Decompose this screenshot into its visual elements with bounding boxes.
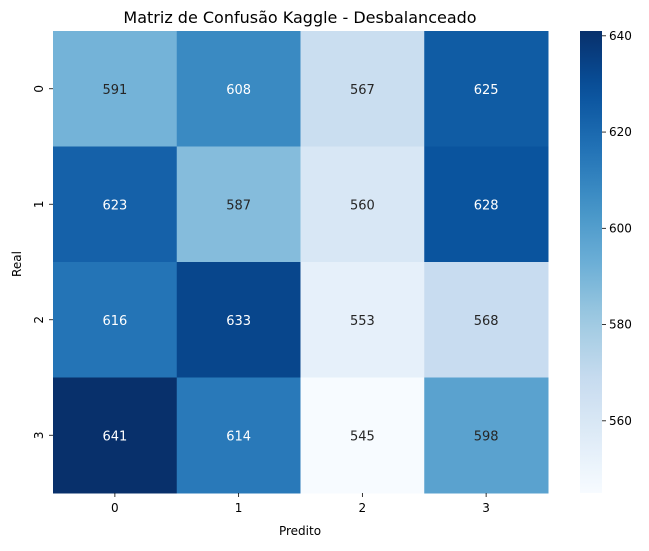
colorbar-tick-label: 600 [609, 221, 632, 235]
heatmap-cell-r1-c2 [300, 146, 425, 263]
x-tick-label: 3 [482, 501, 490, 515]
y-tick-label: 0 [32, 85, 46, 93]
x-tick-label: 2 [359, 501, 367, 515]
colorbar-tick-label: 640 [609, 29, 632, 43]
chart-title: Matriz de Confusão Kaggle - Desbalancead… [123, 8, 476, 27]
heatmap-cell-r0-c2 [300, 31, 425, 147]
y-tick-label: 2 [32, 316, 46, 324]
heatmap-cell-r2-c3 [424, 262, 549, 378]
y-axis: 0 1 2 3 [32, 85, 53, 439]
y-tick-label: 3 [32, 431, 46, 439]
colorbar: 560 580 600 620 640 [580, 29, 632, 493]
heatmap-cell-r3-c0 [53, 377, 178, 494]
cell-value-label: 614 [226, 429, 251, 444]
x-tick-label: 1 [235, 501, 243, 515]
cell-value-label: 587 [226, 198, 251, 213]
heatmap-cell-r2-c2 [300, 262, 425, 378]
cell-value-label: 623 [102, 198, 127, 213]
heatmap-cell-r3-c1 [176, 377, 301, 494]
heatmap-cell-r0-c3 [424, 31, 549, 147]
y-axis-label: Real [10, 251, 24, 277]
heatmap-annotations: 591 608 567 625 623 587 560 628 616 633 553 568 641 6… [102, 83, 498, 445]
colorbar-tick-label: 560 [609, 414, 632, 428]
x-axis: 0 1 2 3 [111, 493, 490, 515]
heatmap-cell-r1-c3 [424, 146, 549, 263]
cell-value-label: 545 [350, 429, 375, 444]
heatmap-cell-r2-c1 [176, 262, 301, 378]
heatmap-cell-r1-c1 [176, 146, 301, 263]
heatmap-cell-r0-c1 [176, 31, 301, 147]
cell-value-label: 628 [474, 198, 499, 213]
heatmap-cell-r3-c3 [424, 377, 549, 494]
cell-value-label: 616 [102, 314, 127, 329]
heatmap-cells [53, 31, 549, 494]
cell-value-label: 633 [226, 314, 251, 329]
heatmap-cell-r3-c2 [300, 377, 425, 494]
x-axis-label: Predito [279, 524, 321, 538]
cell-value-label: 598 [474, 429, 499, 444]
cell-value-label: 591 [102, 83, 127, 98]
cell-value-label: 641 [102, 429, 127, 444]
y-tick-label: 1 [32, 200, 46, 208]
cell-value-label: 567 [350, 83, 375, 98]
cell-value-label: 568 [474, 314, 499, 329]
heatmap-cell-r0-c0 [53, 31, 178, 147]
cell-value-label: 553 [350, 314, 375, 329]
colorbar-tick-label: 580 [609, 318, 632, 332]
heatmap-cell-r1-c0 [53, 146, 178, 263]
cell-value-label: 560 [350, 198, 375, 213]
heatmap-cell-r2-c0 [53, 262, 178, 378]
cell-value-label: 608 [226, 83, 251, 98]
colorbar-tick-label: 620 [609, 125, 632, 139]
colorbar-gradient [580, 31, 602, 493]
x-tick-label: 0 [111, 501, 119, 515]
cell-value-label: 625 [474, 83, 499, 98]
